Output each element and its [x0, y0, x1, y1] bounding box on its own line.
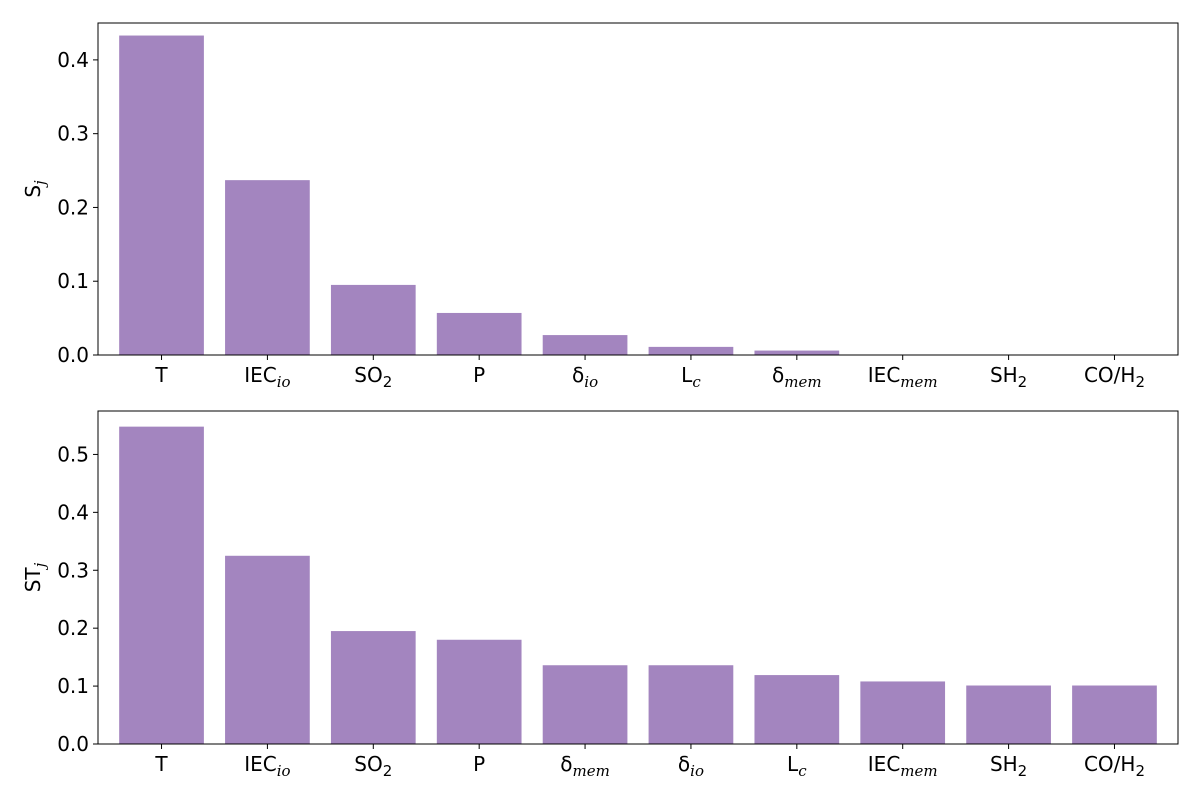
- x-tick-label: δmem: [772, 363, 822, 391]
- y-tick-label: 0.1: [57, 674, 89, 698]
- x-tick-label: CO/H2: [1084, 363, 1145, 391]
- y-tick-label: 0.4: [57, 500, 89, 524]
- bar-1: [225, 180, 310, 355]
- bar-0: [119, 35, 204, 355]
- y-tick-label: 0.0: [57, 732, 89, 756]
- bar-4: [542, 665, 628, 744]
- y-axis-label: Sj: [21, 180, 49, 198]
- y-tick-label: 0.5: [57, 442, 89, 466]
- x-tick-label: Lc: [787, 752, 807, 780]
- y-tick-label: 0.0: [57, 343, 89, 367]
- x-tick-label: P: [473, 752, 485, 776]
- x-tick-label: SH2: [990, 363, 1027, 391]
- bar-6: [754, 675, 840, 744]
- y-tick-label: 0.3: [57, 122, 89, 146]
- x-tick-label: SO2: [354, 363, 392, 391]
- bar-8: [966, 685, 1051, 744]
- bar-9: [1072, 685, 1157, 744]
- bar-4: [542, 335, 628, 355]
- x-tick-label: CO/H2: [1084, 752, 1145, 780]
- bar-3: [436, 639, 522, 744]
- axes-frame: [97, 410, 1179, 745]
- x-tick-label: δio: [678, 752, 704, 780]
- bar-5: [648, 665, 734, 744]
- y-tick-label: 0.4: [57, 48, 89, 72]
- y-tick-label: 0.3: [57, 558, 89, 582]
- x-tick-label: δmem: [560, 752, 610, 780]
- y-axis-label: STj: [21, 562, 49, 592]
- x-tick-label: T: [154, 363, 168, 387]
- bar-6: [754, 350, 840, 355]
- bar-1: [225, 555, 310, 744]
- x-tick-label: Lc: [681, 363, 701, 391]
- x-tick-label: SH2: [990, 752, 1027, 780]
- y-tick-label: 0.2: [57, 195, 89, 219]
- bar-0: [119, 426, 204, 744]
- bar-3: [436, 312, 522, 355]
- bar-2: [330, 284, 416, 355]
- x-tick-label: IECio: [244, 363, 290, 391]
- y-tick-label: 0.2: [57, 616, 89, 640]
- x-tick-label: IECio: [244, 752, 290, 780]
- x-tick-label: P: [473, 363, 485, 387]
- x-tick-label: IECmem: [868, 363, 938, 391]
- bar-7: [860, 681, 946, 744]
- axes-frame: [97, 22, 1179, 356]
- x-tick-label: δio: [572, 363, 598, 391]
- bar-2: [330, 631, 416, 744]
- y-tick-label: 0.1: [57, 269, 89, 293]
- x-tick-label: IECmem: [868, 752, 938, 780]
- x-tick-label: T: [154, 752, 168, 776]
- bar-5: [648, 346, 734, 355]
- x-tick-label: SO2: [354, 752, 392, 780]
